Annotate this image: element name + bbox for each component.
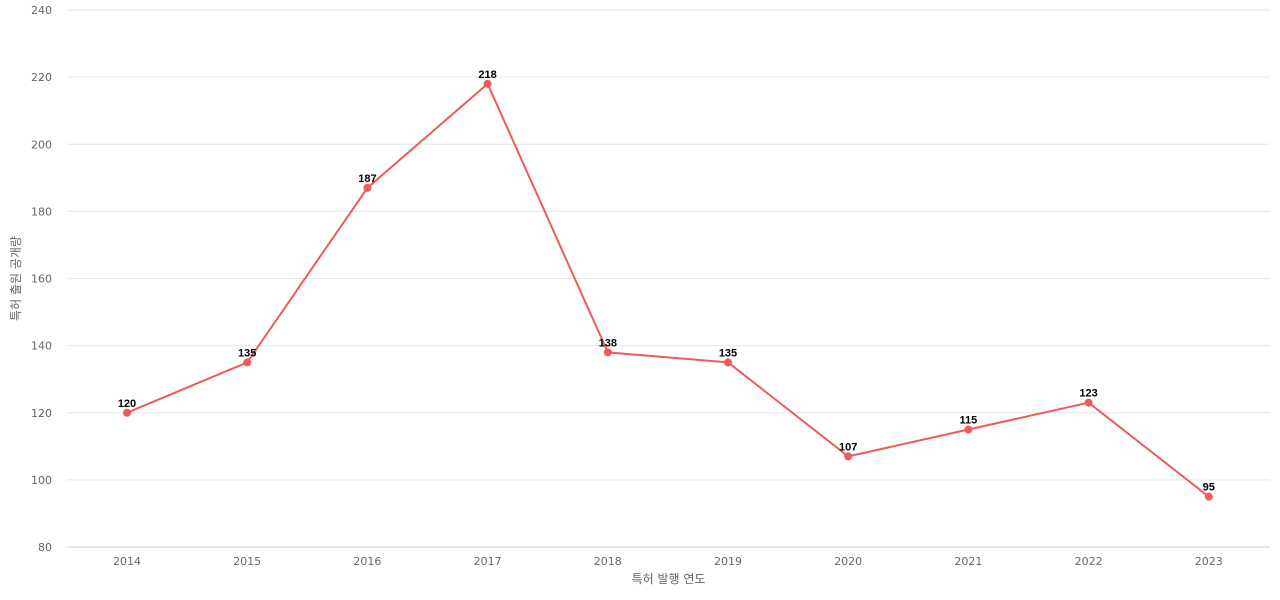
data-label: 95 (1203, 482, 1215, 494)
data-label: 107 (839, 441, 857, 453)
data-label: 123 (1079, 388, 1097, 400)
x-tick-label: 2020 (834, 555, 862, 568)
data-label: 135 (719, 347, 737, 359)
y-tick-label: 160 (31, 273, 52, 286)
data-label: 135 (238, 347, 256, 359)
data-labels: 120 135 187 218 138 135 107 115 123 95 (118, 69, 1215, 494)
x-axis-title: 특허 발행 연도 (632, 571, 706, 586)
x-tick-label: 2018 (594, 555, 622, 568)
x-tick-label: 2016 (353, 555, 381, 568)
y-tick-label: 180 (31, 205, 52, 218)
data-point[interactable] (123, 408, 131, 417)
y-axis-ticks: 80 100 120 140 160 180 200 220 240 (31, 4, 52, 554)
data-point[interactable] (724, 358, 732, 367)
x-tick-label: 2017 (474, 555, 502, 568)
data-point[interactable] (1084, 398, 1093, 407)
data-point[interactable] (483, 79, 492, 88)
x-tick-label: 2019 (714, 555, 742, 568)
data-point[interactable] (363, 183, 372, 192)
grid-lines (67, 9, 1270, 548)
x-tick-label: 2023 (1195, 555, 1223, 568)
data-label: 218 (478, 69, 496, 81)
y-tick-label: 220 (31, 71, 52, 84)
data-label: 138 (599, 337, 617, 349)
x-axis-ticks: 2014 2015 2016 2017 2018 2019 2020 2021 2022 2023 (113, 555, 1223, 568)
data-point[interactable] (964, 425, 973, 434)
x-tick-label: 2014 (113, 555, 141, 568)
data-point[interactable] (243, 358, 252, 367)
data-point[interactable] (844, 452, 853, 461)
y-tick-label: 200 (31, 138, 52, 151)
data-point[interactable] (1204, 492, 1213, 501)
data-label: 120 (118, 398, 136, 410)
series-line (126, 82, 1210, 498)
y-tick-label: 240 (31, 4, 52, 17)
data-label: 115 (960, 415, 978, 427)
y-axis-title: 특허 출원 공개량 (9, 236, 23, 321)
y-tick-label: 80 (38, 541, 52, 554)
data-label: 187 (358, 173, 376, 185)
series-layer (123, 79, 1213, 501)
y-tick-label: 140 (31, 340, 52, 353)
x-tick-label: 2022 (1075, 555, 1103, 568)
x-tick-label: 2015 (233, 555, 261, 568)
x-tick-label: 2021 (954, 555, 982, 568)
y-tick-label: 120 (31, 407, 52, 420)
data-point[interactable] (603, 348, 612, 357)
y-tick-label: 100 (31, 474, 52, 487)
